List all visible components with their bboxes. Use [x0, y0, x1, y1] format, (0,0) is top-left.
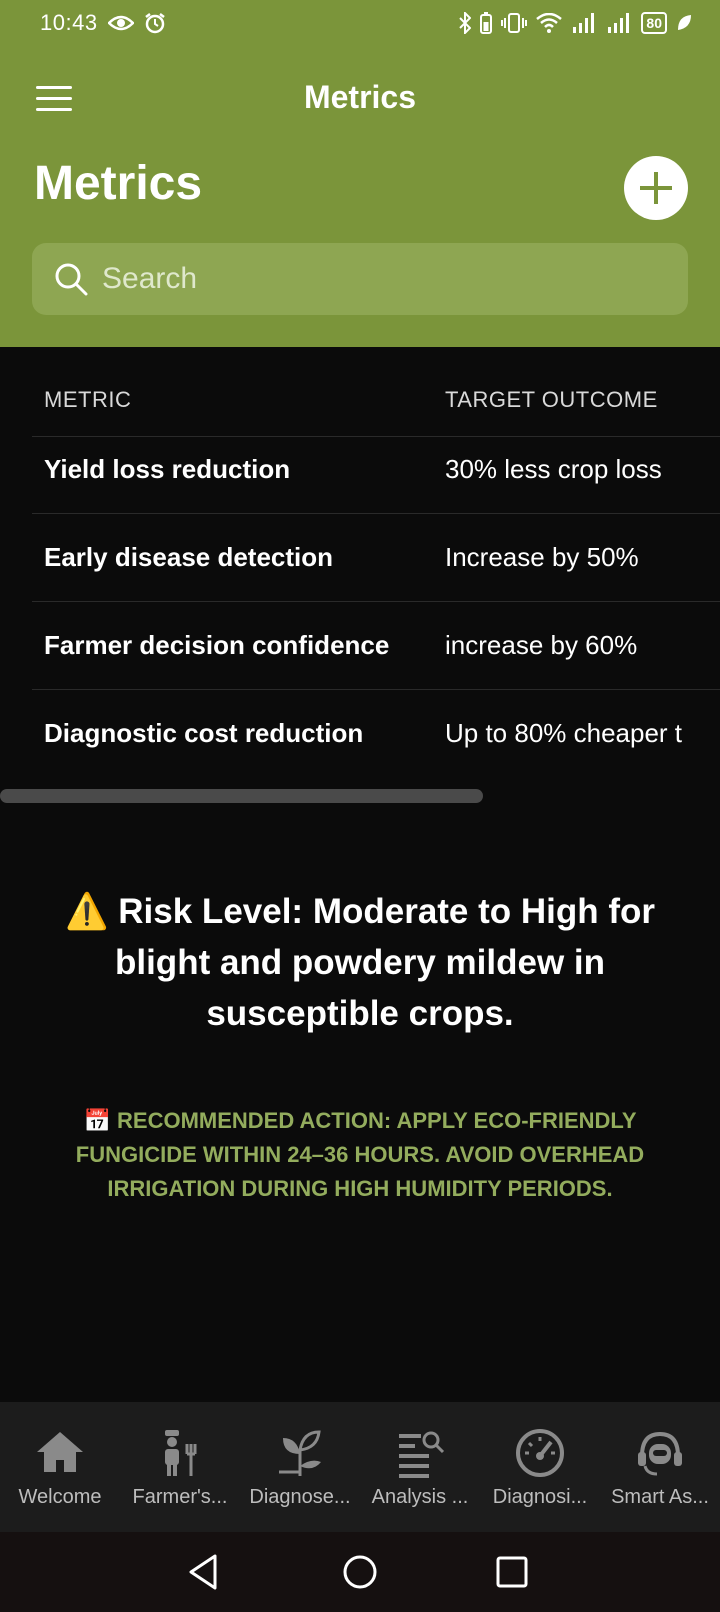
horizontal-scrollbar[interactable]	[0, 789, 483, 803]
nav-item-diagnosis[interactable]: Diagnosi...	[480, 1402, 600, 1532]
nav-label: Diagnosi...	[492, 1486, 588, 1508]
bluetooth-icon	[459, 12, 472, 34]
system-nav-bar	[0, 1532, 720, 1612]
table-row: Diagnostic cost reduction Up to 80% chea…	[32, 690, 720, 778]
vibrate-icon	[501, 13, 528, 33]
nav-label: Smart As...	[611, 1486, 709, 1508]
alarm-icon	[144, 13, 165, 34]
table-row: Farmer decision confidence increase by 6…	[32, 602, 720, 690]
plant-icon	[279, 1430, 321, 1476]
action-message: RECOMMENDED ACTION: APPLY ECO-FRIENDLY F…	[75, 1108, 645, 1201]
search-icon	[55, 263, 88, 296]
column-header-metric: METRIC	[44, 387, 132, 412]
nav-item-diagnose[interactable]: Diagnose...	[240, 1402, 360, 1532]
home-circle-icon[interactable]	[338, 1550, 382, 1594]
nav-label: Diagnose...	[249, 1486, 351, 1508]
add-button[interactable]	[624, 156, 688, 220]
table-header: METRIC TARGET OUTCOME	[32, 347, 720, 437]
target-cell: 30% less crop loss	[445, 454, 662, 484]
nav-item-analysis[interactable]: Analysis ...	[360, 1402, 480, 1532]
metric-cell: Diagnostic cost reduction	[44, 718, 364, 748]
analysis-icon	[399, 1431, 445, 1478]
search-input[interactable]	[102, 262, 662, 296]
metrics-table[interactable]: METRIC TARGET OUTCOME Yield loss reducti…	[0, 347, 720, 807]
back-icon[interactable]	[183, 1550, 227, 1594]
status-bar: 10:43 80	[0, 0, 720, 46]
app-header: Metrics Metrics	[0, 46, 720, 347]
metric-cell: Early disease detection	[44, 542, 334, 572]
nav-item-farmers[interactable]: Farmer's...	[120, 1402, 240, 1532]
target-cell: Increase by 50%	[445, 542, 639, 572]
menu-button[interactable]	[36, 86, 74, 112]
leaf-icon	[678, 15, 691, 30]
signal-icon	[573, 13, 595, 33]
assistant-icon	[638, 1431, 682, 1476]
recents-icon[interactable]	[490, 1550, 534, 1594]
nav-item-smart-assistant[interactable]: Smart As...	[600, 1402, 720, 1532]
home-icon	[37, 1432, 83, 1472]
calendar-icon: 📅	[83, 1108, 111, 1133]
bottom-nav: Welcome Farmer's... Diagnose... Analysis…	[0, 1402, 720, 1532]
recommended-action-text: 📅 RECOMMENDED ACTION: APPLY ECO-FRIENDLY…	[40, 1104, 680, 1206]
target-cell: Up to 80% cheaper t	[445, 718, 683, 748]
search-box[interactable]	[32, 243, 688, 315]
battery-saver-icon	[480, 12, 493, 34]
status-time: 10:43	[40, 10, 98, 35]
wifi-icon	[536, 13, 563, 33]
metric-cell: Yield loss reduction	[44, 454, 291, 484]
battery-indicator: 80	[641, 12, 667, 34]
nav-label: Analysis ...	[371, 1486, 469, 1508]
nav-title: Metrics	[303, 79, 417, 115]
warning-icon: ⚠️	[64, 892, 109, 931]
nav-label: Welcome	[18, 1486, 102, 1508]
farmer-icon	[165, 1430, 197, 1476]
metric-cell: Farmer decision confidence	[44, 630, 390, 660]
column-header-target: TARGET OUTCOME	[445, 387, 658, 412]
gauge-icon	[516, 1429, 564, 1477]
table-row: Early disease detection Increase by 50%	[32, 514, 720, 602]
table-row: Yield loss reduction 30% less crop loss	[32, 426, 720, 514]
eye-icon	[107, 15, 134, 31]
risk-level-text: ⚠️ Risk Level: Moderate to High for blig…	[40, 886, 680, 1039]
nav-label: Farmer's...	[132, 1486, 228, 1508]
signal-icon-2	[608, 13, 630, 33]
nav-item-welcome[interactable]: Welcome	[0, 1402, 120, 1532]
risk-message: Risk Level: Moderate to High for blight …	[114, 892, 656, 1033]
target-cell: increase by 60%	[445, 630, 638, 660]
page-title: Metrics	[34, 157, 203, 210]
